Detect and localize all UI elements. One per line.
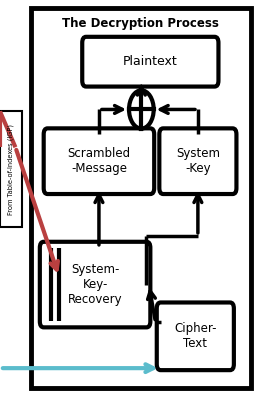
FancyBboxPatch shape xyxy=(0,111,22,227)
FancyBboxPatch shape xyxy=(157,302,234,370)
Circle shape xyxy=(129,90,154,129)
FancyBboxPatch shape xyxy=(82,37,218,87)
FancyBboxPatch shape xyxy=(159,128,236,194)
Text: From Table-of-Indexes (IGP): From Table-of-Indexes (IGP) xyxy=(8,124,14,215)
Text: The Decryption Process: The Decryption Process xyxy=(62,17,219,29)
Text: Plaintext: Plaintext xyxy=(123,55,178,68)
Text: Scrambled
-Message: Scrambled -Message xyxy=(67,147,131,175)
Text: System
-Key: System -Key xyxy=(176,147,220,175)
FancyBboxPatch shape xyxy=(44,128,154,194)
FancyBboxPatch shape xyxy=(31,8,251,388)
FancyBboxPatch shape xyxy=(40,242,150,327)
Text: Cipher-
Text: Cipher- Text xyxy=(174,322,217,350)
Text: System-
Key-
Recovery: System- Key- Recovery xyxy=(68,263,122,306)
